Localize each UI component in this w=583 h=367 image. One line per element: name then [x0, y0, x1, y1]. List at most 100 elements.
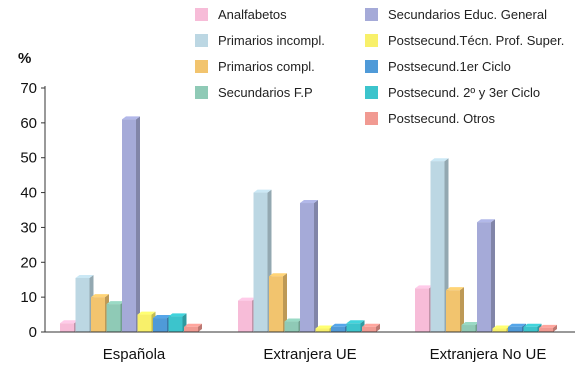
- bar-top: [446, 287, 464, 291]
- bar-top: [346, 320, 365, 324]
- x-category-label: Española: [103, 346, 166, 363]
- bar-front: [75, 277, 90, 332]
- legend-item: Secundarios Educ. General: [365, 7, 547, 22]
- bar: [523, 323, 542, 332]
- legend-label: Postsecund.1er Ciclo: [388, 59, 511, 74]
- legend-label: Secundarios F.P: [218, 85, 313, 100]
- bar-top: [362, 323, 380, 327]
- bar: [106, 301, 125, 332]
- bar: [331, 323, 349, 332]
- bar-top: [477, 219, 495, 223]
- bar-side: [376, 323, 380, 332]
- y-tick-label: 20: [20, 254, 37, 271]
- bar: [315, 325, 334, 332]
- bar-top: [492, 325, 511, 329]
- bar-top: [168, 313, 187, 317]
- legend-swatch: [365, 86, 378, 99]
- bar-top: [508, 323, 526, 327]
- bar-front: [137, 314, 152, 332]
- bar-front: [523, 326, 538, 332]
- bar-top: [91, 294, 109, 298]
- bar-top: [523, 323, 542, 327]
- bar: [508, 323, 526, 332]
- legend-item: Primarios incompl.: [195, 33, 325, 48]
- bar-front: [269, 276, 283, 332]
- bar-top: [137, 311, 156, 315]
- bar-top: [153, 315, 171, 319]
- bar-top: [122, 116, 140, 120]
- bar-front: [461, 325, 476, 332]
- bar-front: [331, 326, 345, 332]
- bar-front: [430, 161, 445, 332]
- bar-front: [477, 222, 491, 332]
- legend-item: Postsecund.1er Ciclo: [365, 59, 511, 74]
- bar-side: [314, 200, 318, 332]
- bars: [60, 116, 557, 332]
- bar-top: [539, 324, 557, 328]
- bar-front: [168, 316, 183, 332]
- bar-front: [315, 328, 330, 332]
- bar-side: [460, 287, 464, 332]
- bar: [122, 116, 140, 332]
- y-tick-label: 50: [20, 150, 37, 167]
- y-tick-label: 10: [20, 289, 37, 306]
- bar: [446, 287, 464, 332]
- bar-front: [539, 327, 553, 332]
- bar-front: [106, 304, 121, 332]
- bar-front: [446, 290, 460, 332]
- bar-top: [284, 318, 303, 322]
- bar-top: [60, 320, 78, 324]
- bar: [492, 325, 511, 332]
- bar-front: [60, 323, 74, 332]
- bar: [238, 297, 256, 332]
- bar: [346, 320, 365, 332]
- legend-swatch: [365, 60, 378, 73]
- legend-label: Analfabetos: [218, 7, 287, 22]
- bar-top: [415, 285, 433, 289]
- bar-front: [300, 203, 314, 332]
- x-category-label: Extranjera No UE: [430, 346, 547, 363]
- bar-front: [122, 119, 136, 332]
- legend-swatch: [195, 86, 208, 99]
- legend-swatch: [195, 34, 208, 47]
- bar-top: [300, 200, 318, 204]
- legend-item: Postsecund.Técn. Prof. Super.: [365, 33, 564, 48]
- bar: [430, 158, 449, 332]
- legend-label: Postsecund. Otros: [388, 111, 495, 126]
- bar: [284, 318, 303, 332]
- y-tick-label: 60: [20, 115, 37, 132]
- y-axis-label: %: [18, 50, 31, 67]
- bar-front: [284, 321, 299, 332]
- legend-item: Analfabetos: [195, 7, 287, 22]
- bar-side: [553, 324, 557, 332]
- legend-label: Primarios incompl.: [218, 33, 325, 48]
- bar-top: [331, 323, 349, 327]
- legend-swatch: [195, 8, 208, 21]
- x-axis: Española Extranjera UE Extranjera No UE: [45, 331, 575, 363]
- y-axis: 0 10 20 30 40 50 60 70: [20, 80, 46, 341]
- legend-item: Secundarios F.P: [195, 85, 313, 100]
- bar: [253, 189, 272, 332]
- bar: [539, 324, 557, 332]
- legend-swatch: [365, 8, 378, 21]
- legend-item: Primarios compl.: [195, 59, 315, 74]
- bar-front: [508, 326, 522, 332]
- bar: [461, 322, 480, 332]
- bar-front: [415, 288, 429, 332]
- bar-front: [91, 297, 105, 332]
- legend-label: Postsecund. 2º y 3er Ciclo: [388, 85, 540, 100]
- bar: [91, 294, 109, 332]
- legend-label: Secundarios Educ. General: [388, 7, 547, 22]
- legend: Analfabetos Primarios incompl. Primarios c…: [195, 7, 564, 126]
- bar-top: [461, 322, 480, 326]
- bar: [300, 200, 318, 332]
- bar-front: [346, 323, 361, 332]
- bar-top: [75, 274, 94, 278]
- bar: [153, 315, 171, 332]
- bar-front: [153, 318, 167, 332]
- legend-label: Primarios compl.: [218, 59, 315, 74]
- y-tick-label: 0: [29, 324, 37, 341]
- y-tick-label: 30: [20, 219, 37, 236]
- bar-side: [198, 323, 202, 332]
